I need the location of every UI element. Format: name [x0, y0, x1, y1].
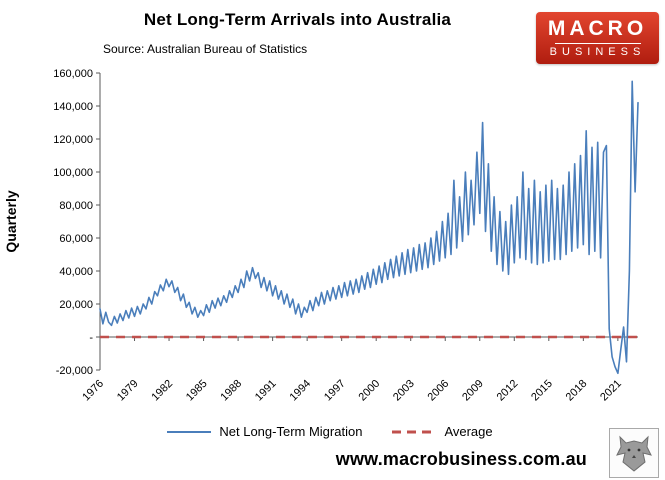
wolf-logo [609, 428, 659, 478]
logo-divider [554, 43, 641, 44]
chart-legend: Net Long-Term Migration Average [80, 424, 580, 439]
svg-text:1985: 1985 [184, 378, 210, 404]
svg-text:80,000: 80,000 [59, 200, 93, 212]
svg-text:120,000: 120,000 [53, 134, 93, 146]
svg-text:1991: 1991 [253, 378, 279, 404]
migration-chart: -20,000-20,00040,00060,00080,000100,0001… [3, 68, 639, 404]
svg-text:-: - [89, 332, 93, 344]
svg-text:140,000: 140,000 [53, 101, 93, 113]
svg-text:1997: 1997 [322, 378, 348, 404]
svg-text:2003: 2003 [391, 378, 417, 404]
wolf-icon [616, 435, 652, 472]
svg-text:2018: 2018 [564, 378, 590, 404]
svg-text:40,000: 40,000 [59, 266, 93, 278]
svg-text:2015: 2015 [529, 378, 555, 404]
legend-label-average: Average [444, 424, 493, 439]
svg-text:1976: 1976 [80, 378, 106, 404]
svg-text:-20,000: -20,000 [56, 365, 93, 377]
svg-text:60,000: 60,000 [59, 233, 93, 245]
svg-text:Quarterly: Quarterly [3, 190, 19, 252]
svg-text:2006: 2006 [426, 378, 452, 404]
svg-text:1982: 1982 [149, 378, 175, 404]
macrobusiness-logo: MACRO BUSINESS [536, 12, 659, 64]
legend-label-migration: Net Long-Term Migration [219, 424, 363, 439]
chart-title: Net Long-Term Arrivals into Australia [143, 10, 452, 29]
svg-text:2000: 2000 [357, 378, 383, 404]
svg-text:20,000: 20,000 [59, 299, 93, 311]
legend-item-average: Average [392, 424, 493, 439]
svg-text:100,000: 100,000 [53, 167, 93, 179]
svg-text:1994: 1994 [287, 378, 313, 404]
legend-line-sample-icon [167, 430, 212, 433]
svg-text:2021: 2021 [598, 378, 624, 404]
svg-text:2012: 2012 [495, 378, 521, 404]
svg-text:1979: 1979 [115, 378, 141, 404]
svg-text:2009: 2009 [460, 378, 486, 404]
svg-text:160,000: 160,000 [53, 68, 93, 80]
logo-macro-text: MACRO [547, 17, 648, 40]
svg-text:1988: 1988 [218, 378, 244, 404]
chart-source: Source: Australian Bureau of Statistics [103, 42, 308, 56]
legend-dash-sample-icon [392, 430, 437, 433]
legend-item-migration: Net Long-Term Migration [167, 424, 362, 439]
website-url[interactable]: www.macrobusiness.com.au [335, 449, 587, 469]
logo-business-text: BUSINESS [549, 46, 646, 58]
